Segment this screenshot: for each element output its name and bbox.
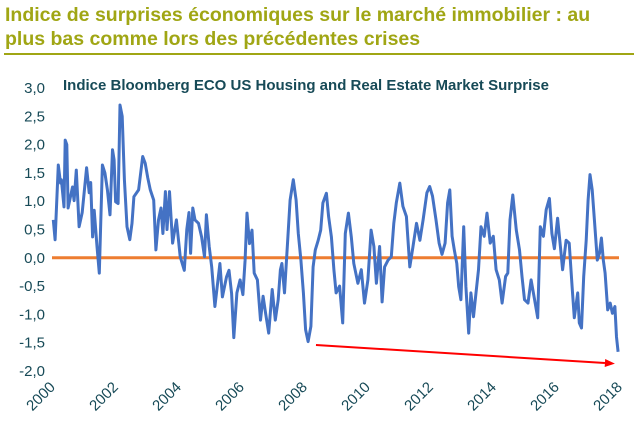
y-tick-label: 1,0	[24, 193, 45, 210]
y-tick-label: -1,5	[19, 335, 45, 352]
y-tick-label: -1,0	[19, 306, 45, 323]
x-tick-label: 2010	[338, 379, 374, 415]
title-divider	[4, 53, 634, 55]
y-tick-label: 2,5	[24, 108, 45, 125]
x-tick-label: 2008	[275, 379, 311, 415]
y-tick-label: -0,5	[19, 278, 45, 295]
x-tick-label: 2004	[149, 379, 185, 415]
series-line	[51, 103, 620, 352]
x-tick-label: 2016	[527, 379, 563, 415]
y-axis-ticks: 3,0 2,5 2,0 1,5 1,0 0,5 0,0 -0,5 -1,0 -1,5 -2,0	[19, 80, 45, 380]
x-tick-label: 2000	[23, 379, 59, 415]
x-tick-label: 2002	[86, 379, 122, 415]
page-title: Indice de surprises économiques sur le m…	[5, 4, 591, 50]
chart-title: Indice Bloomberg ECO US Housing and Real…	[63, 77, 549, 94]
x-tick-label: 2006	[212, 379, 248, 415]
x-tick-label: 2014	[464, 379, 500, 415]
trend-arrow	[315, 343, 605, 365]
y-tick-label: 0,5	[24, 222, 45, 239]
y-tick-label: 0,0	[24, 250, 45, 267]
x-axis-ticks: 2000 2002 2004 2006 2008 2010 2012 2014 2016 2018	[23, 379, 626, 415]
y-tick-label: 3,0	[24, 80, 45, 97]
x-tick-label: 2018	[590, 379, 626, 415]
y-tick-label: 1,5	[24, 165, 45, 182]
x-tick-label: 2012	[401, 379, 437, 415]
y-tick-label: -2,0	[19, 363, 45, 380]
trend-arrowhead	[604, 359, 615, 368]
y-tick-label: 2,0	[24, 137, 45, 154]
